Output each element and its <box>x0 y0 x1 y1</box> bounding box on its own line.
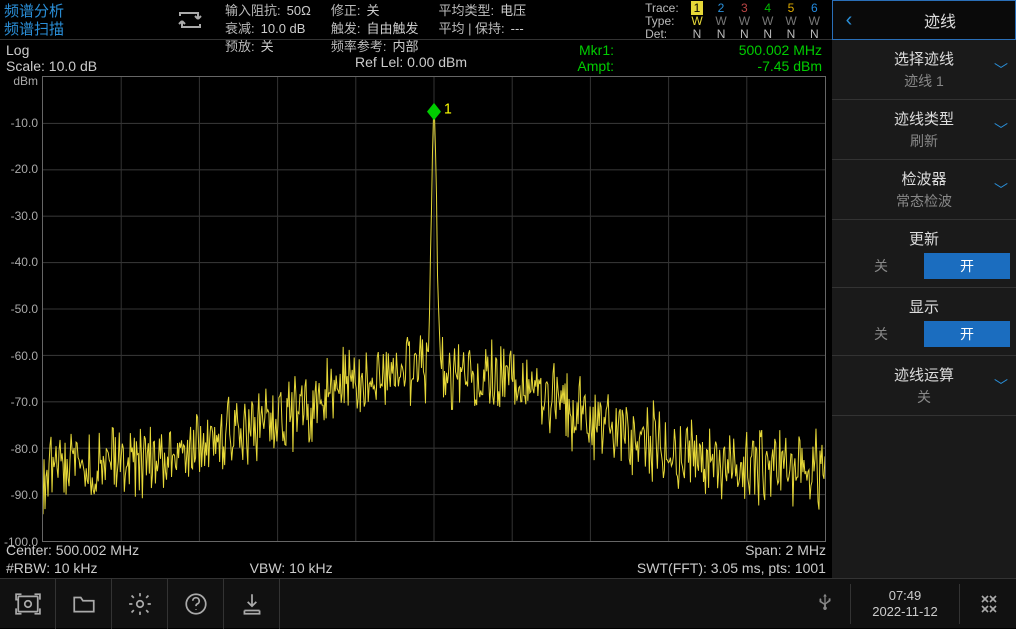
marker1-freq: 500.002 MHz <box>739 42 822 58</box>
ampt-value: -7.45 dBm <box>739 58 822 74</box>
help-button[interactable] <box>168 579 224 629</box>
trig-value: 自由触发 <box>366 20 418 38</box>
sidebar-back-button[interactable]: ‹ <box>833 9 865 32</box>
y-tick: -70.0 <box>11 395 38 409</box>
marker1-label: Mkr1: <box>577 42 614 58</box>
repeat-icon[interactable] <box>165 0 215 40</box>
y-tick: -10.0 <box>11 116 38 130</box>
avghold-value: --- <box>511 20 524 38</box>
scale-label: Scale: 10.0 dB <box>6 58 97 74</box>
y-axis-unit: dBm <box>13 74 38 88</box>
params-col-3: 平均类型: 电压 平均 | 保持: --- <box>428 0 536 38</box>
input-imp-value: 50Ω <box>287 2 311 20</box>
screenshot-button[interactable] <box>0 579 56 629</box>
sidebar-item-calc[interactable]: 迹线运算关﹀ <box>832 356 1016 416</box>
chart-info-bottom: Center: 500.002 MHz Span: 2 MHz #RBW: 10… <box>0 542 832 578</box>
clock-display[interactable]: 07:49 2022-11-12 <box>850 584 960 624</box>
top-bar: 频谱分析 频谱扫描 输入阻抗:50Ω 衰减:10.0 dB 预放:关 修正:关 … <box>0 0 832 40</box>
avgtype-label: 平均类型: <box>438 2 494 20</box>
y-tick: -40.0 <box>11 255 38 269</box>
sidebar-title: 迹线 <box>865 8 1015 32</box>
reflevel-label: Ref Lel: 0.00 dBm <box>355 54 467 70</box>
download-button[interactable] <box>224 579 280 629</box>
trig-label: 触发: <box>331 20 361 38</box>
corr-label: 修正: <box>331 2 361 20</box>
toggle-on[interactable]: 开 <box>924 321 1010 347</box>
y-tick: -30.0 <box>11 209 38 223</box>
y-tick: -20.0 <box>11 162 38 176</box>
sidebar-item-0[interactable]: 选择迹线迹线 1﹀ <box>832 40 1016 100</box>
chevron-down-icon: ﹀ <box>994 376 1008 396</box>
mode-line-2[interactable]: 频谱扫描 <box>4 21 165 39</box>
sidebar: ‹ 迹线 选择迹线迹线 1﹀迹线类型刷新﹀检波器常态检波﹀更新关开显示关开迹线运… <box>832 0 1016 578</box>
avgtype-value: 电压 <box>500 2 526 20</box>
close-panel-button[interactable] <box>960 592 1016 616</box>
settings-button[interactable] <box>112 579 168 629</box>
mode-tabs[interactable]: 频谱分析 频谱扫描 <box>0 0 165 39</box>
toggle-off[interactable]: 关 <box>838 253 924 279</box>
center-freq: Center: 500.002 MHz <box>6 542 139 558</box>
bottom-bar: 07:49 2022-11-12 <box>0 578 1016 628</box>
vbw-value: VBW: 10 kHz <box>250 560 333 576</box>
sidebar-item-2[interactable]: 检波器常态检波﹀ <box>832 160 1016 220</box>
y-axis: dBm -10.0 -20.0 -30.0 -40.0 -50.0 -60.0 -70.0 -… <box>0 76 42 542</box>
main-area: Log Scale: 10.0 dB Ref Lel: 0.00 dBm Mkr… <box>0 40 832 578</box>
toggle-off[interactable]: 关 <box>838 321 924 347</box>
sidebar-header: ‹ 迹线 <box>832 0 1016 40</box>
input-imp-label: 输入阻抗: <box>225 2 281 20</box>
avghold-label: 平均 | 保持: <box>438 20 504 38</box>
y-tick: -80.0 <box>11 442 38 456</box>
trace-status-table: Trace:123456Type:WWWWWWDet:NNNNNN <box>639 0 832 41</box>
folder-button[interactable] <box>56 579 112 629</box>
clock-time: 07:49 <box>851 588 959 604</box>
sidebar-item-1[interactable]: 迹线类型刷新﹀ <box>832 100 1016 160</box>
y-tick: -90.0 <box>11 488 38 502</box>
corr-value: 关 <box>366 2 379 20</box>
usb-icon <box>800 591 850 616</box>
log-label: Log <box>6 42 97 58</box>
chevron-down-icon: ﹀ <box>994 120 1008 140</box>
swt-value: SWT(FFT): 3.05 ms, pts: 1001 <box>637 560 826 576</box>
ampt-label: Ampt: <box>577 58 614 74</box>
clock-date: 2022-11-12 <box>851 604 959 620</box>
rbw-value: #RBW: 10 kHz <box>6 560 98 576</box>
spectrum-chart[interactable]: 1 <box>42 76 826 542</box>
atten-value: 10.0 dB <box>261 20 306 38</box>
mode-line-1[interactable]: 频谱分析 <box>4 3 165 21</box>
svg-text:1: 1 <box>444 101 452 118</box>
span-value: Span: 2 MHz <box>745 542 826 558</box>
chevron-down-icon: ﹀ <box>994 180 1008 200</box>
y-tick: -60.0 <box>11 349 38 363</box>
atten-label: 衰减: <box>225 20 255 38</box>
y-tick: -50.0 <box>11 302 38 316</box>
chart-info-top: Log Scale: 10.0 dB Ref Lel: 0.00 dBm Mkr… <box>0 40 832 76</box>
chevron-down-icon: ﹀ <box>994 60 1008 80</box>
toggle-on[interactable]: 开 <box>924 253 1010 279</box>
sidebar-toggle-0: 更新关开 <box>832 220 1016 288</box>
sidebar-toggle-1: 显示关开 <box>832 288 1016 356</box>
